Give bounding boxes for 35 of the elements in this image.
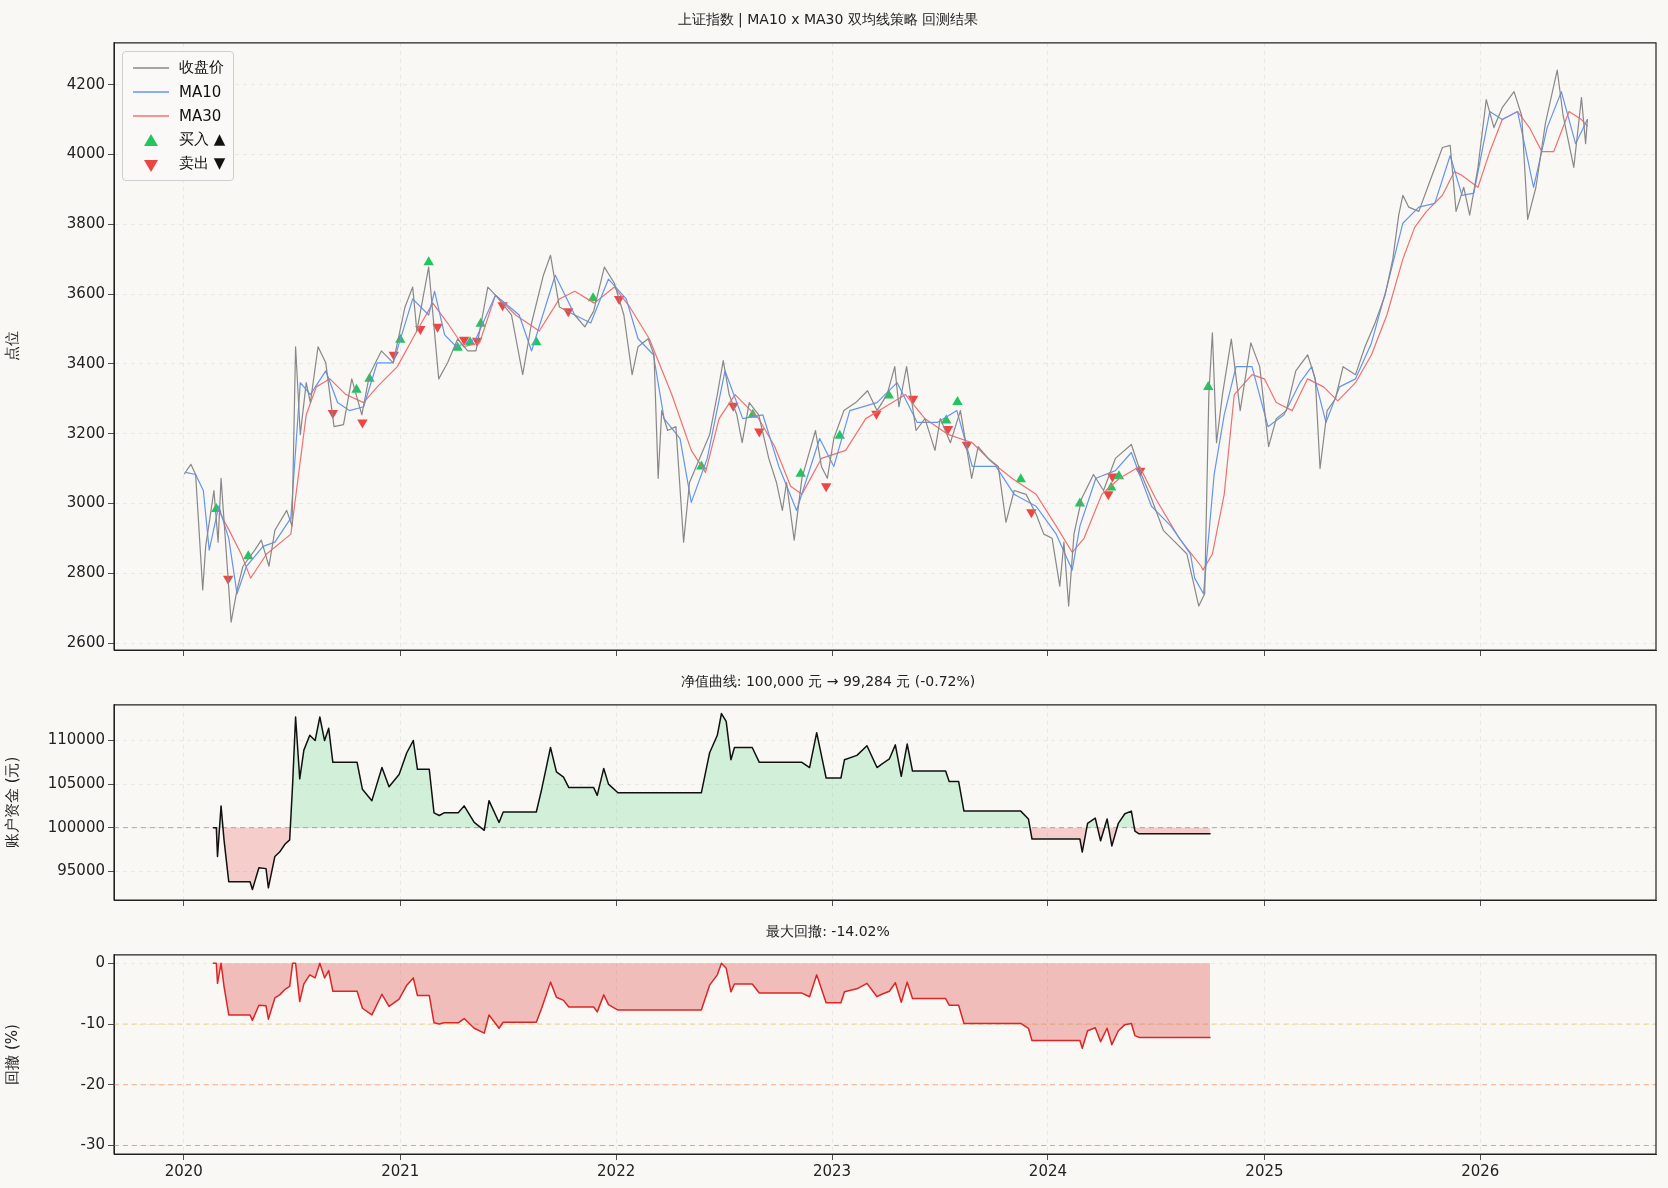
y-tick-label: 3800 — [66, 214, 105, 233]
legend-label: MA10 — [179, 82, 222, 101]
legend-label: 收盘价 — [179, 58, 224, 78]
y-tick-label: -10 — [80, 1013, 105, 1032]
y-axis-title: 账户资金 (元) — [2, 756, 21, 849]
y-tick-label: 4000 — [66, 144, 105, 163]
y-tick-label: 2600 — [66, 632, 105, 651]
chart-title: 最大回撤: -14.02% — [766, 923, 890, 940]
y-tick-label: 105000 — [47, 773, 105, 792]
x-tick-label: 2023 — [812, 1161, 852, 1180]
y-tick-label: 3000 — [66, 493, 105, 512]
legend-label: 卖出 ▼ — [179, 154, 226, 174]
x-tick-label: 2025 — [1245, 1161, 1284, 1180]
y-tick-label: 3200 — [66, 423, 105, 442]
x-tick-label: 2020 — [164, 1161, 203, 1180]
y-tick-label: 0 — [95, 953, 105, 972]
x-tick-label: 2026 — [1461, 1161, 1500, 1180]
y-tick-label: -30 — [80, 1135, 105, 1154]
x-tick-label: 2021 — [381, 1161, 420, 1180]
y-tick-label: 3400 — [66, 353, 105, 372]
y-tick-label: 110000 — [47, 730, 105, 749]
y-tick-label: -20 — [80, 1074, 105, 1093]
chart-title: 上证指数 | MA10 x MA30 双均线策略 回测结果 — [677, 11, 979, 29]
y-tick-label: 95000 — [57, 861, 105, 880]
y-tick-label: 2800 — [66, 563, 105, 582]
y-tick-label: 3600 — [66, 283, 105, 302]
chart-title: 净值曲线: 100,000 元 → 99,284 元 (-0.72%) — [680, 673, 976, 690]
legend-label: 买入 ▲ — [179, 130, 226, 150]
legend-label: MA30 — [179, 106, 222, 125]
y-tick-label: 100000 — [47, 817, 105, 836]
x-tick-label: 2024 — [1028, 1161, 1068, 1180]
y-tick-label: 4200 — [66, 74, 105, 93]
x-tick-label: 2022 — [597, 1161, 636, 1180]
y-axis-title: 点位 — [2, 331, 21, 362]
y-axis-title: 回撤 (%) — [2, 1024, 21, 1085]
